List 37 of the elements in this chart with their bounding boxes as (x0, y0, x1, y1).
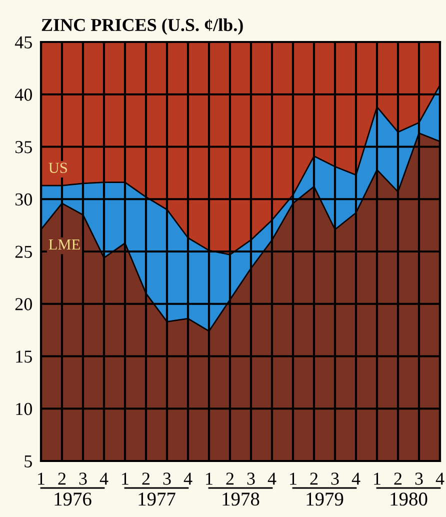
x-tick-label: 2 (394, 472, 402, 485)
y-tick-label: 20 (15, 298, 32, 310)
x-tick-label: 1 (374, 472, 380, 485)
text: 1978 (222, 492, 260, 506)
x-tick-label: 4 (268, 472, 276, 485)
x-tick-label: 1 (290, 472, 296, 485)
x-tick-label: 1 (206, 472, 212, 485)
x-tick-label: 2 (310, 472, 318, 485)
x-tick-label: 3 (415, 472, 423, 485)
text: 1977 (138, 492, 176, 506)
series-label: US (48, 162, 67, 173)
x-tick-label: 4 (184, 472, 192, 485)
x-tick-label: 3 (331, 472, 339, 485)
y-tick-label: 10 (16, 402, 32, 416)
y-tick-label: 15 (16, 350, 32, 363)
text: 1980 (390, 492, 428, 506)
x-tick-label: 2 (142, 472, 150, 485)
x-tick-label: 3 (79, 472, 87, 485)
series-label: LME (48, 240, 80, 250)
x-tick-label: 2 (58, 472, 66, 485)
chart-title: ZINC PRICES (U.S. ¢/lb.) (42, 18, 243, 35)
text: 1979 (306, 492, 344, 506)
y-tick-label: 35 (15, 141, 32, 154)
x-tick-label: 1 (122, 472, 128, 485)
x-tick-label: 2 (226, 472, 234, 485)
x-tick-label: 4 (436, 472, 444, 485)
y-tick-label: 40 (14, 88, 32, 101)
x-tick-label: 3 (247, 472, 255, 485)
x-tick-label: 4 (352, 472, 360, 485)
x-tick-label: 4 (100, 472, 108, 485)
y-tick-label: 25 (15, 246, 32, 258)
x-tick-label: 1 (38, 472, 44, 485)
y-tick-label: 45 (14, 36, 32, 48)
y-tick-label: 5 (24, 455, 32, 468)
text: 1976 (54, 492, 92, 506)
y-tick-label: 30 (15, 193, 32, 206)
x-tick-label: 3 (163, 472, 171, 485)
